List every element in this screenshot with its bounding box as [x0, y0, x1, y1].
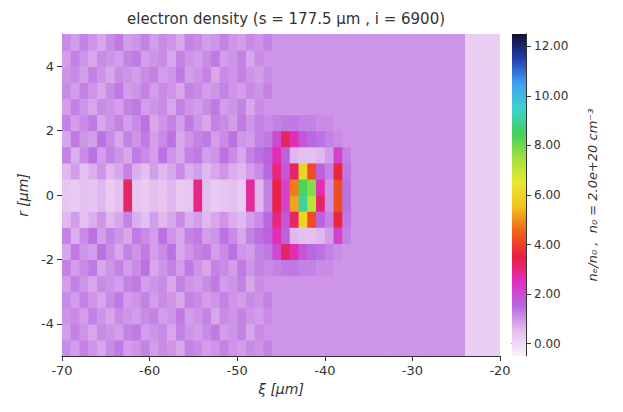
svg-text:-40: -40 [314, 363, 335, 378]
svg-text:6.00: 6.00 [534, 188, 561, 202]
svg-text:ξ [µm]: ξ [µm] [257, 381, 304, 397]
svg-text:-2: -2 [41, 252, 54, 267]
svg-text:4: 4 [46, 59, 54, 74]
svg-text:0: 0 [46, 188, 54, 203]
svg-text:8.00: 8.00 [534, 138, 561, 152]
svg-text:4.00: 4.00 [534, 238, 561, 252]
svg-text:-20: -20 [489, 363, 510, 378]
svg-text:12.00: 12.00 [534, 39, 568, 53]
svg-text:-30: -30 [402, 363, 423, 378]
svg-text:-50: -50 [227, 363, 248, 378]
svg-text:-4: -4 [41, 316, 54, 331]
svg-text:10.00: 10.00 [534, 89, 568, 103]
svg-text:2: 2 [46, 123, 54, 138]
svg-text:-60: -60 [139, 363, 160, 378]
svg-text:electron density (s = 177.5 µm: electron density (s = 177.5 µm , i = 690… [127, 10, 445, 28]
svg-text:nₑ/n₀ , n₀ = 2.0e+20 cm⁻³: nₑ/n₀ , n₀ = 2.0e+20 cm⁻³ [585, 109, 600, 282]
svg-text:-70: -70 [51, 363, 72, 378]
svg-text:2.00: 2.00 [534, 287, 561, 301]
svg-text:0.00: 0.00 [534, 337, 561, 351]
svg-text:r [µm]: r [µm] [15, 173, 31, 217]
